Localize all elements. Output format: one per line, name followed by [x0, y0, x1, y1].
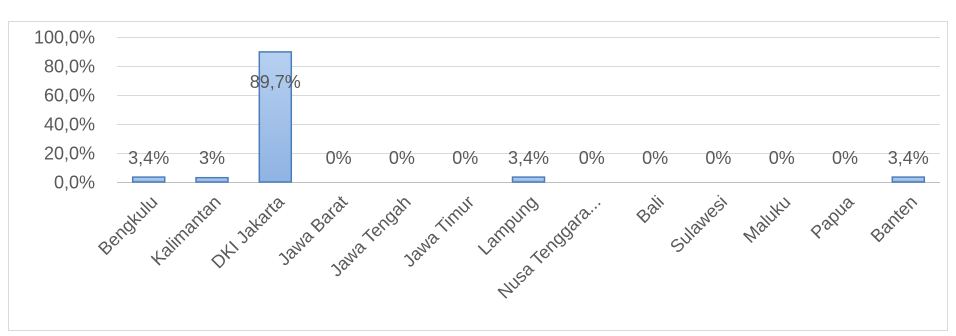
- data-label: 0%: [705, 148, 731, 168]
- bars: [131, 51, 926, 183]
- data-label: 0%: [832, 148, 858, 168]
- data-label: 3,4%: [508, 148, 549, 168]
- data-label: 0%: [389, 148, 415, 168]
- data-labels: 3,4% 3% 89,7% 0% 0% 0% 3,4% 0% 0% 0% 0% 0% 3,4%: [128, 72, 929, 168]
- y-axis-tick-labels: 0,0% 20,0% 40,0% 60,0% 80,0% 100,0%: [34, 28, 95, 193]
- data-label: 89,7%: [250, 72, 301, 92]
- y-tick-label: 0,0%: [54, 173, 95, 193]
- data-label: 0%: [769, 148, 795, 168]
- bar: [511, 176, 546, 183]
- data-label: 3%: [199, 148, 225, 168]
- y-tick-label: 40,0%: [44, 115, 95, 135]
- gridlines: [117, 37, 940, 183]
- y-tick-label: 60,0%: [44, 86, 95, 106]
- data-label: 3,4%: [888, 148, 929, 168]
- chart-frame: [8, 21, 948, 331]
- data-label: 0%: [642, 148, 668, 168]
- bar: [195, 176, 229, 183]
- bar: [891, 176, 926, 183]
- data-label: 3,4%: [128, 148, 169, 168]
- bar: [258, 51, 293, 183]
- data-label: 0%: [326, 148, 352, 168]
- data-label: 0%: [452, 148, 478, 168]
- y-tick-label: 100,0%: [34, 28, 95, 48]
- bar: [131, 176, 166, 183]
- y-tick-label: 80,0%: [44, 57, 95, 77]
- data-label: 0%: [579, 148, 605, 168]
- y-tick-label: 20,0%: [44, 144, 95, 164]
